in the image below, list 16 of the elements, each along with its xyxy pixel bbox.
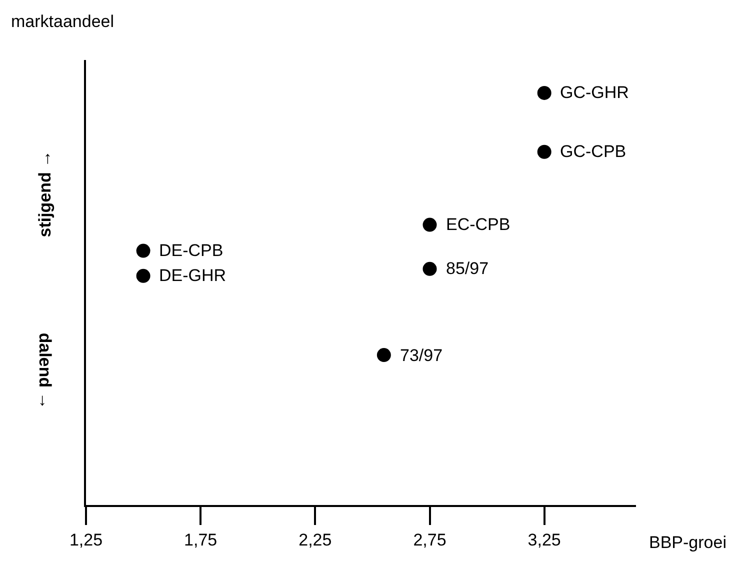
- x-tick-label: 1,75: [184, 530, 218, 550]
- annotation: 85/97: [446, 259, 489, 278]
- text: dalend →: [35, 332, 54, 410]
- annotation: GC-CPB: [560, 142, 626, 161]
- text: stijgend →: [35, 150, 54, 238]
- annotation: 73/97: [400, 346, 443, 365]
- y-axis-title: marktaandeel: [11, 12, 114, 31]
- annotation: DE-GHR: [159, 266, 226, 285]
- x-tick-label: 2,75: [413, 530, 446, 550]
- annotation: EC-CPB: [446, 215, 510, 234]
- x-tick-label: 1,25: [69, 530, 103, 550]
- x-axis-title: BBP-groei: [649, 533, 726, 552]
- annotation: DE-CPB: [159, 241, 224, 260]
- annotation: GC-GHR: [560, 83, 629, 102]
- x-tick-label: 2,25: [298, 530, 332, 550]
- x-tick-label: 3,25: [528, 530, 561, 550]
